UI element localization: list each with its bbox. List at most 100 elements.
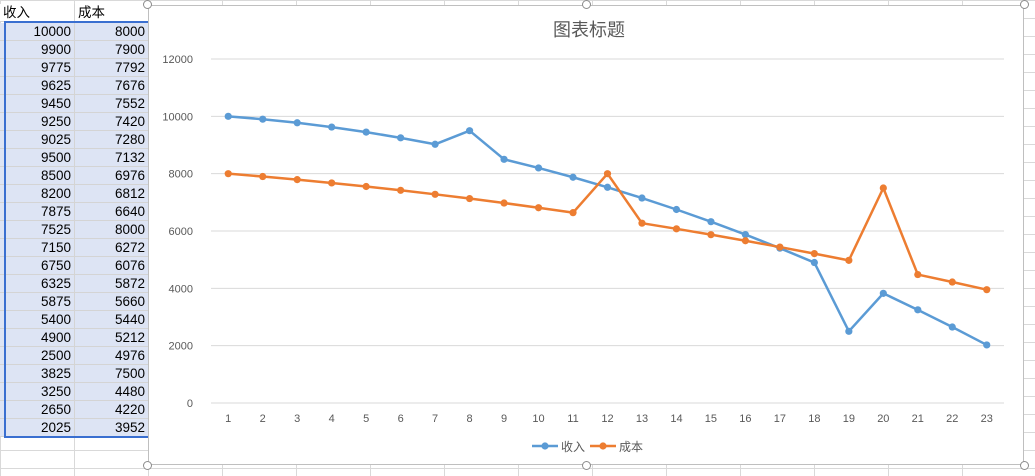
- data-point-series-2[interactable]: [465, 194, 474, 203]
- data-point-series-1[interactable]: [948, 323, 956, 331]
- data-point-series-2[interactable]: [776, 243, 784, 251]
- chart-title[interactable]: 图表标题: [553, 20, 625, 40]
- data-point-series-1[interactable]: [638, 194, 646, 202]
- data-point-series-2[interactable]: [845, 256, 853, 264]
- column-header[interactable]: 成本: [75, 4, 149, 22]
- data-point-series-2[interactable]: [259, 172, 267, 181]
- legend-item[interactable]: 成本: [590, 440, 643, 454]
- data-point-series-2[interactable]: [707, 231, 715, 239]
- cost-cell[interactable]: 6812: [75, 185, 149, 203]
- income-cell[interactable]: 9900: [0, 41, 75, 59]
- data-point-series-2[interactable]: [328, 179, 336, 187]
- data-point-series-2[interactable]: [431, 190, 439, 198]
- income-cell[interactable]: 4900: [0, 329, 75, 347]
- data-point-series-1[interactable]: [845, 327, 853, 335]
- cost-cell[interactable]: 7420: [75, 113, 149, 131]
- resize-handle-bottom-left[interactable]: [143, 461, 152, 470]
- data-point-series-1[interactable]: [328, 123, 336, 131]
- data-point-series-2[interactable]: [293, 176, 301, 184]
- data-point-series-1[interactable]: [431, 140, 439, 148]
- data-point-series-1[interactable]: [741, 230, 750, 239]
- resize-handle-top-middle[interactable]: [582, 0, 591, 9]
- data-point-series-1[interactable]: [293, 119, 301, 127]
- income-cell[interactable]: 6750: [0, 257, 75, 275]
- income-cell[interactable]: 9450: [0, 95, 75, 113]
- income-cell[interactable]: 5875: [0, 293, 75, 311]
- cost-cell[interactable]: 5660: [75, 293, 149, 311]
- data-point-series-1[interactable]: [362, 128, 370, 136]
- data-point-series-2[interactable]: [569, 209, 577, 217]
- income-cell[interactable]: 8500: [0, 167, 75, 185]
- data-point-series-2[interactable]: [534, 204, 543, 212]
- data-point-series-1[interactable]: [465, 127, 474, 135]
- data-point-series-1[interactable]: [534, 164, 543, 172]
- resize-handle-bottom-middle[interactable]: [582, 461, 591, 470]
- cost-cell[interactable]: 7792: [75, 59, 149, 77]
- data-point-series-2[interactable]: [879, 184, 887, 192]
- column-header[interactable]: 收入: [0, 4, 75, 22]
- cost-cell[interactable]: 7900: [75, 41, 149, 59]
- data-point-series-1[interactable]: [810, 258, 818, 267]
- data-point-series-1[interactable]: [707, 218, 715, 226]
- income-cell[interactable]: 7875: [0, 203, 75, 221]
- chart-area[interactable]: 图表标题 0 2000 4000 6000 8000 10000 12000 1 2 3 4 5 6 7 8…: [148, 5, 1024, 465]
- legend-item[interactable]: 收入: [532, 440, 585, 454]
- data-point-series-2[interactable]: [500, 199, 508, 207]
- cost-cell[interactable]: 7552: [75, 95, 149, 113]
- resize-handle-bottom-right[interactable]: [1020, 461, 1029, 470]
- data-point-series-1[interactable]: [983, 341, 991, 349]
- income-cell[interactable]: 7525: [0, 221, 75, 239]
- data-point-series-1[interactable]: [672, 205, 681, 214]
- data-point-series-2[interactable]: [672, 225, 681, 233]
- cost-cell[interactable]: 7500: [75, 365, 149, 383]
- resize-handle-top-right[interactable]: [1020, 0, 1029, 9]
- data-point-series-2[interactable]: [603, 170, 612, 178]
- cost-cell[interactable]: 7280: [75, 131, 149, 149]
- income-cell[interactable]: 2500: [0, 347, 75, 365]
- cost-cell[interactable]: 3952: [75, 419, 149, 437]
- data-point-series-2[interactable]: [948, 278, 956, 286]
- income-cell[interactable]: 3250: [0, 383, 75, 401]
- data-point-series-2[interactable]: [362, 182, 370, 191]
- cost-cell[interactable]: 4220: [75, 401, 149, 419]
- cost-cell[interactable]: 6640: [75, 203, 149, 221]
- income-cell[interactable]: 9250: [0, 113, 75, 131]
- data-point-series-2[interactable]: [638, 219, 646, 227]
- cost-cell[interactable]: 8000: [75, 23, 149, 41]
- income-cell[interactable]: 5400: [0, 311, 75, 329]
- data-point-series-1[interactable]: [224, 112, 232, 120]
- cost-cell[interactable]: 5872: [75, 275, 149, 293]
- data-point-series-2[interactable]: [741, 237, 750, 245]
- cost-cell[interactable]: 7676: [75, 77, 149, 95]
- data-point-series-2[interactable]: [224, 170, 232, 178]
- resize-handle-top-left[interactable]: [143, 0, 152, 9]
- cost-cell[interactable]: 5440: [75, 311, 149, 329]
- income-cell[interactable]: 2650: [0, 401, 75, 419]
- cost-cell[interactable]: 6272: [75, 239, 149, 257]
- cost-cell[interactable]: 8000: [75, 221, 149, 239]
- data-point-series-1[interactable]: [603, 183, 612, 191]
- cost-cell[interactable]: 7132: [75, 149, 149, 167]
- cost-cell[interactable]: 6976: [75, 167, 149, 185]
- series-line-2[interactable]: [228, 172, 988, 291]
- data-point-series-1[interactable]: [500, 155, 508, 163]
- income-cell[interactable]: 2025: [0, 419, 75, 437]
- data-point-series-2[interactable]: [983, 286, 991, 294]
- cost-cell[interactable]: 4976: [75, 347, 149, 365]
- cost-cell[interactable]: 4480: [75, 383, 149, 401]
- income-cell[interactable]: 8200: [0, 185, 75, 203]
- income-cell[interactable]: 10000: [0, 23, 75, 41]
- data-point-series-1[interactable]: [397, 134, 405, 142]
- data-point-series-2[interactable]: [397, 186, 405, 194]
- income-cell[interactable]: 6325: [0, 275, 75, 293]
- data-point-series-1[interactable]: [879, 289, 887, 297]
- data-point-series-2[interactable]: [810, 249, 818, 258]
- income-cell[interactable]: 3825: [0, 365, 75, 383]
- data-point-series-1[interactable]: [569, 173, 577, 181]
- cost-cell[interactable]: 5212: [75, 329, 149, 347]
- income-cell[interactable]: 9025: [0, 131, 75, 149]
- income-cell[interactable]: 7150: [0, 239, 75, 257]
- data-point-series-1[interactable]: [259, 115, 267, 123]
- data-point-series-1[interactable]: [914, 306, 922, 314]
- income-cell[interactable]: 9775: [0, 59, 75, 77]
